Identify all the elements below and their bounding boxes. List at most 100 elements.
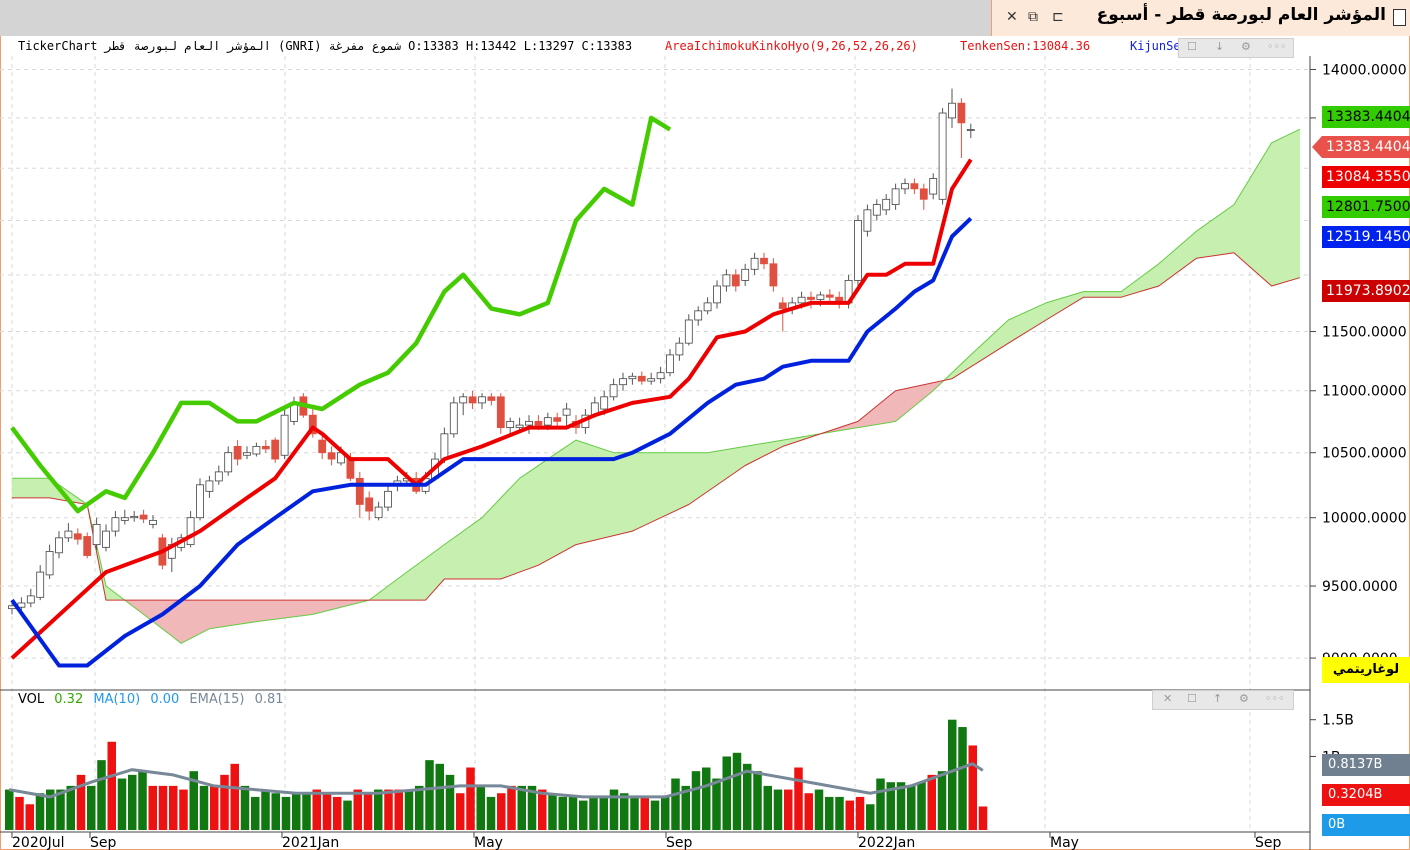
candle-body: [891, 188, 900, 205]
ema-label: EMA(15): [189, 692, 245, 707]
cloud-segment: [481, 507, 492, 580]
cloud-segment: [744, 444, 755, 466]
candle-body: [102, 530, 110, 548]
volume-bar: [773, 789, 783, 830]
volume-bar: [937, 771, 947, 830]
settings-icon[interactable]: ⚙: [1241, 40, 1251, 53]
more-icon[interactable]: ◦◦◦: [1265, 692, 1285, 705]
candle-body: [318, 439, 327, 454]
volume-bar: [517, 785, 526, 830]
price-axis-label: 14000.0000: [1322, 62, 1407, 78]
detach-icon[interactable]: ⊏: [1052, 9, 1064, 25]
volume-bar: [46, 789, 55, 830]
cloud-segment: [669, 452, 680, 514]
cloud-segment: [105, 585, 116, 601]
volume-bar: [117, 778, 127, 830]
price-axis-label: 10000.0000: [1322, 511, 1407, 527]
ma-value: 0.00: [150, 692, 180, 707]
candle-body: [750, 257, 759, 270]
restore-icon[interactable]: ⧉: [1028, 9, 1038, 25]
cloud-segment: [462, 523, 473, 580]
candle-body: [854, 220, 862, 281]
settings-icon[interactable]: ⚙: [1239, 692, 1249, 705]
candle-body: [346, 458, 355, 479]
volume-bar: [671, 778, 680, 830]
candle-body: [807, 296, 815, 300]
time-axis-label: Sep: [1255, 835, 1282, 850]
candle-body: [355, 477, 364, 505]
move-up-icon[interactable]: ↑: [1213, 692, 1223, 705]
volume-bar: [210, 785, 219, 830]
move-down-icon[interactable]: ↓: [1215, 40, 1225, 53]
more-icon[interactable]: ◦◦◦: [1267, 40, 1287, 53]
volume-bar: [609, 789, 619, 830]
volume-bar: [107, 741, 116, 830]
maximize-panel-icon[interactable]: ☐: [1187, 692, 1197, 705]
indicator-text[interactable]: AreaIchimokuKinkoHyo(9,26,52,26,26): [665, 39, 918, 53]
window-checkbox-icon[interactable]: [1393, 9, 1406, 26]
log-scale-button[interactable]: لوغاريتمي: [1322, 657, 1410, 683]
volume-info: VOL 0.32 MA(10) 0.00 EMA(15) 0.81: [18, 692, 290, 707]
volume-bar: [927, 774, 936, 830]
volume-bar: [558, 796, 567, 830]
cloud-segment: [603, 449, 614, 539]
cloud-segment: [406, 564, 417, 601]
candle-body: [139, 514, 148, 520]
volume-bar: [374, 789, 383, 830]
candle-body: [882, 198, 891, 211]
volume-bar: [271, 793, 280, 830]
volume-bars: [5, 719, 988, 830]
candle-body: [233, 445, 242, 460]
volume-bar: [138, 771, 147, 830]
window-tab[interactable]: المؤشر العام لبورصة قطر - أسبوع ✕ ⧉ ⊏: [991, 0, 1410, 36]
cloud-segment: [21, 478, 32, 499]
maximize-panel-icon[interactable]: ☐: [1187, 40, 1197, 53]
candle-body: [637, 375, 646, 382]
candle-body: [308, 414, 317, 435]
volume-bar: [527, 785, 537, 830]
candle-body: [515, 424, 524, 428]
volume-bar: [548, 793, 557, 830]
cloud-segment: [246, 599, 257, 624]
cloud-segment: [397, 571, 408, 601]
volume-bar: [169, 785, 178, 830]
time-axis-label: Sep: [666, 835, 693, 850]
volume-bar: [87, 785, 96, 830]
candle-body: [938, 112, 947, 200]
volume-panel-controls[interactable]: ✕ ☐ ↑ ⚙ ◦◦◦: [1152, 690, 1294, 710]
cloud-segment: [1271, 137, 1282, 287]
candle-body: [948, 102, 956, 119]
candle-body: [186, 517, 195, 546]
candle-body: [919, 188, 928, 200]
cloud-segment: [1214, 210, 1225, 256]
cloud-segment: [1280, 133, 1291, 284]
volume-bar: [732, 752, 742, 830]
cloud-segment: [303, 599, 314, 616]
candle-body: [384, 490, 392, 508]
candle-body: [778, 302, 787, 309]
cloud-segment: [641, 452, 652, 528]
volume-bar: [445, 774, 455, 830]
cloud-segment: [218, 599, 229, 628]
price-tag: 13383.4404: [1322, 106, 1410, 128]
close-panel-icon[interactable]: ✕: [1163, 692, 1173, 705]
candle-body: [525, 420, 533, 426]
price-panel-controls[interactable]: ☐ ↓ ⚙ ◦◦◦: [1178, 38, 1294, 58]
cloud-segment: [566, 439, 577, 551]
candle-body: [731, 274, 740, 287]
volume-bar: [804, 793, 813, 830]
volume-bar: [148, 785, 157, 830]
cloud-segment: [923, 382, 934, 399]
volume-bar: [220, 774, 229, 830]
price-tag: 12519.1450: [1322, 226, 1410, 248]
tenkan-sen-line: [10, 158, 973, 660]
price-axis-label: 10500.0000: [1322, 446, 1407, 462]
volume-bar: [753, 771, 762, 830]
candle-body: [487, 396, 496, 401]
cloud-segment: [979, 336, 990, 362]
cloud-segment: [679, 452, 690, 510]
volume-bar: [158, 785, 168, 830]
close-icon[interactable]: ✕: [1006, 9, 1018, 25]
candle-body: [760, 257, 768, 265]
